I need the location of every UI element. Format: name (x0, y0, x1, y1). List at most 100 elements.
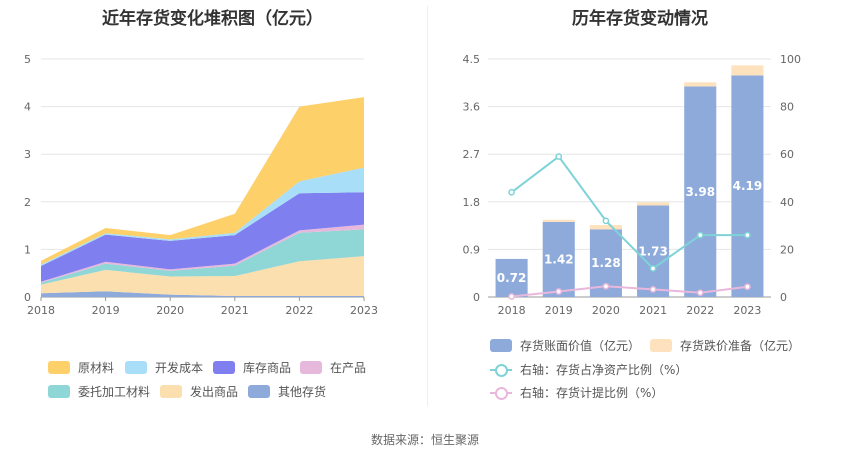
y-tick-label: 1 (24, 243, 31, 256)
y2-tick-label: 80 (780, 101, 794, 114)
bar-impairment (542, 219, 575, 222)
x-tick-label: 2021 (221, 304, 249, 317)
line-point (508, 188, 515, 196)
legend-item-other-inventory[interactable]: 其他存货 (248, 383, 326, 400)
legend-swatch (160, 385, 182, 398)
legend-line-marker (490, 363, 512, 377)
legend-label: 发出商品 (190, 385, 239, 399)
x-tick-label: 2019 (545, 304, 573, 317)
line-point (602, 282, 610, 290)
legend-swatch (48, 385, 70, 398)
area-series-库存商品 (41, 192, 364, 282)
bar-value-label: 1.73 (638, 244, 668, 258)
legend-item-development-cost[interactable]: 开发成本 (125, 359, 203, 376)
legend-item-goods-shipped[interactable]: 发出商品 (160, 383, 238, 400)
legend-item-consigned-materials[interactable]: 委托加工材料 (48, 383, 150, 400)
y2-tick-label: 100 (780, 53, 801, 66)
legend-label: 存货账面价值（亿元） (520, 339, 641, 353)
bar-book-value (542, 221, 575, 297)
x-tick-label: 2023 (733, 304, 761, 317)
legend-item-provision-ratio[interactable]: 右轴：存货计提比例（%） (490, 384, 663, 401)
legend-label: 存货跌价准备（亿元） (680, 339, 801, 353)
y-tick-label: 4 (24, 101, 31, 114)
line-point (744, 231, 751, 239)
legend-item-impairment[interactable]: 存货跌价准备（亿元） (650, 337, 800, 354)
legend-label: 右轴：存货占净资产比例（%） (520, 363, 688, 377)
bar-value-label: 3.98 (685, 185, 715, 199)
legend-line-marker (490, 386, 512, 400)
x-tick-label: 2020 (156, 304, 184, 317)
line-series-右轴：存货占净资产比例（%） (510, 155, 748, 270)
area-series-其他存货 (41, 291, 364, 297)
bar-book-value (637, 205, 670, 297)
legend-swatch (48, 361, 70, 374)
legend-swatch (650, 339, 672, 352)
y2-tick-label: 0 (780, 291, 787, 304)
legend-item-work-in-progress[interactable]: 在产品 (300, 359, 366, 376)
y2-tick-label: 20 (780, 243, 794, 256)
area-series-委托加工材料 (41, 229, 364, 285)
x-tick-label: 2018 (498, 304, 526, 317)
line-point (696, 289, 704, 297)
y2-tick-label: 40 (780, 196, 794, 209)
bar-impairment (731, 65, 764, 76)
bar-value-label: 1.42 (544, 252, 574, 266)
y-tick-label: 5 (24, 53, 31, 66)
y-tick-label: 3.6 (463, 101, 481, 114)
bar-impairment (637, 202, 670, 206)
legend-label: 其他存货 (278, 385, 327, 399)
y-tick-label: 1.8 (463, 196, 481, 209)
line-point (508, 293, 515, 300)
y-tick-label: 3 (24, 148, 31, 161)
right-chart-title: 历年存货变动情况 (572, 9, 708, 29)
x-tick-label: 2022 (285, 304, 313, 317)
legend-label: 委托加工材料 (78, 385, 151, 399)
line-point (555, 288, 563, 295)
x-tick-label: 2020 (592, 304, 620, 317)
legend-swatch (125, 361, 147, 374)
y-tick-label: 0 (24, 291, 31, 304)
legend-swatch (213, 361, 235, 374)
bar-impairment (589, 225, 622, 230)
y-tick-label: 4.5 (463, 53, 481, 66)
x-tick-label: 2021 (639, 304, 667, 317)
legend-item-book-value[interactable]: 存货账面价值（亿元） (490, 337, 640, 354)
line-point (744, 283, 751, 291)
line-point (602, 217, 610, 225)
area-series-开发成本 (41, 167, 364, 267)
bar-impairment (684, 82, 717, 87)
area-series-发出商品 (41, 256, 364, 297)
chart-divider (427, 6, 428, 406)
legend-label: 库存商品 (243, 361, 292, 375)
y-tick-label: 0 (473, 291, 480, 304)
legend-label: 原材料 (78, 361, 115, 375)
bar-value-label: 4.19 (733, 179, 763, 193)
y-tick-label: 2 (24, 196, 31, 209)
legend-item-inventory-goods[interactable]: 库存商品 (213, 359, 291, 376)
bar-book-value (684, 86, 717, 297)
legend-item-raw-materials[interactable]: 原材料 (48, 359, 114, 376)
y2-tick-label: 60 (780, 148, 794, 161)
line-point (555, 153, 563, 160)
line-point (696, 231, 704, 239)
line-series-右轴：存货计提比例（%） (511, 285, 748, 298)
legend-swatch (248, 385, 270, 398)
data-source: 数据来源：恒生聚源 (370, 433, 479, 447)
legend-label: 开发成本 (155, 361, 204, 375)
area-series-原材料 (41, 97, 364, 265)
y-tick-label: 0.9 (463, 243, 481, 256)
bar-value-label: 0.72 (497, 271, 527, 285)
x-tick-label: 2022 (686, 304, 714, 317)
line-point (649, 265, 657, 272)
legend-item-inventory-ratio[interactable]: 右轴：存货占净资产比例（%） (490, 361, 687, 378)
legend-swatch (300, 361, 322, 374)
legend-swatch (490, 339, 512, 352)
area-series-在产品 (41, 224, 364, 283)
y-tick-label: 2.7 (463, 148, 481, 161)
legend-label: 在产品 (330, 361, 367, 375)
x-tick-label: 2023 (350, 304, 378, 317)
bar-value-label: 1.28 (591, 256, 621, 270)
x-tick-label: 2018 (27, 304, 55, 317)
bar-book-value (731, 75, 764, 297)
